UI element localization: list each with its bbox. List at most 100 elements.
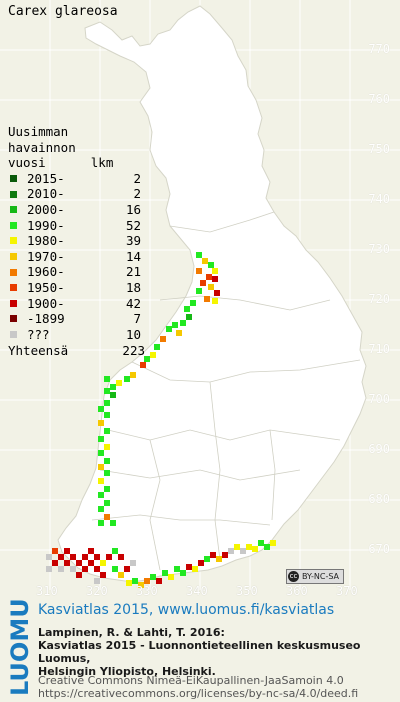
observation-square [118, 554, 124, 560]
observation-square [100, 560, 106, 566]
observation-square [104, 486, 110, 492]
observation-square [184, 306, 190, 312]
citation-line-2: Kasviatlas 2015 - Luonnontieteellinen ke… [38, 639, 361, 665]
observation-square [110, 520, 116, 526]
legend-count: 21 [125, 264, 141, 280]
species-title: Carex glareosa [8, 4, 118, 19]
observation-square [98, 478, 104, 484]
observation-squares [46, 252, 276, 588]
observation-square [52, 548, 58, 554]
observation-square [118, 572, 124, 578]
legend-count: 7 [133, 311, 141, 327]
observation-square [104, 470, 110, 476]
legend-total-label: Yhteensä [8, 343, 69, 359]
finland-landmass [57, 5, 367, 583]
cc-license-badge[interactable]: cc BY-NC-SA [286, 569, 344, 584]
x-axis-label: 330 [136, 584, 158, 598]
observation-square [116, 380, 122, 386]
legend-row: 1980- 39 [8, 233, 145, 249]
observation-square [58, 566, 64, 572]
y-axis-label: 720 [368, 292, 390, 306]
observation-square [216, 556, 222, 562]
observation-square [190, 300, 196, 306]
observation-square [100, 572, 106, 578]
legend-swatch [10, 206, 17, 214]
observation-square [94, 578, 100, 584]
observation-square [154, 344, 160, 350]
observation-square [82, 566, 88, 572]
observation-square [140, 362, 146, 368]
y-axis-label: 690 [368, 442, 390, 456]
observation-square [202, 258, 208, 264]
observation-square [132, 578, 138, 584]
observation-square [64, 548, 70, 554]
observation-square [98, 420, 104, 426]
observation-square [98, 406, 104, 412]
observation-square [98, 506, 104, 512]
observation-square [98, 492, 104, 498]
observation-square [186, 314, 192, 320]
observation-square [240, 548, 246, 554]
observation-square [70, 566, 76, 572]
observation-square [144, 356, 150, 362]
legend-count: 16 [125, 201, 141, 217]
legend-period: 2015- [27, 170, 65, 186]
observation-square [204, 296, 210, 302]
legend-period: 1960- [27, 264, 65, 280]
observation-square [70, 554, 76, 560]
observation-square [46, 554, 52, 560]
observation-square [88, 560, 94, 566]
legend-header-3: vuosi lkm [8, 155, 114, 171]
y-axis-label: 760 [368, 92, 390, 106]
legend-swatch [10, 299, 17, 307]
observation-square [196, 288, 202, 294]
observation-square [104, 514, 110, 520]
observation-square [252, 546, 258, 552]
legend-row: 2000- 16 [8, 202, 145, 218]
y-axis-label: 770 [368, 42, 390, 56]
observation-square [98, 464, 104, 470]
observation-square [104, 458, 110, 464]
legend-period: 1970- [27, 248, 65, 264]
legend-total: Yhteensä 223 [8, 343, 145, 359]
legend-row: 2015- 2 [8, 171, 145, 187]
legend-swatch [10, 175, 17, 183]
observation-square [196, 252, 202, 258]
observation-square [160, 336, 166, 342]
observation-square [144, 578, 150, 584]
observation-square [180, 570, 186, 576]
observation-square [130, 372, 136, 378]
x-axis-label: 320 [86, 584, 108, 598]
observation-square [76, 572, 82, 578]
legend-swatch [10, 190, 17, 198]
luomus-logo: LUOMUS [6, 600, 34, 696]
legend-period: 1980- [27, 233, 65, 249]
cc-badge-text: BY-NC-SA [302, 572, 340, 581]
observation-square [112, 566, 118, 572]
observation-square [200, 280, 206, 286]
observation-square [208, 262, 214, 268]
legend-count: 10 [125, 326, 141, 342]
observation-square [104, 388, 110, 394]
observation-square [212, 276, 218, 282]
observation-square [104, 500, 110, 506]
legend-header-1: Uusimman [8, 124, 69, 139]
observation-square [210, 552, 216, 558]
footer-citation: Lampinen, R. & Lahti, T. 2016: Kasviatla… [38, 626, 400, 678]
observation-square [234, 544, 240, 550]
legend-header-2: havainnon [8, 139, 76, 155]
observation-square [124, 376, 130, 382]
y-axis-label: 700 [368, 392, 390, 406]
observation-square [208, 284, 214, 290]
observation-square [174, 566, 180, 572]
observation-square [264, 544, 270, 550]
license-line-2[interactable]: https://creativecommons.org/licenses/by-… [38, 687, 359, 700]
observation-square [198, 560, 204, 566]
legend-period: 1900- [27, 295, 65, 311]
legend-row: 2010- 2 [8, 186, 145, 202]
legend-row: 1900- 42 [8, 296, 145, 312]
observation-square [98, 520, 104, 526]
observation-square [172, 322, 178, 328]
observation-square [180, 320, 186, 326]
observation-square [186, 564, 192, 570]
